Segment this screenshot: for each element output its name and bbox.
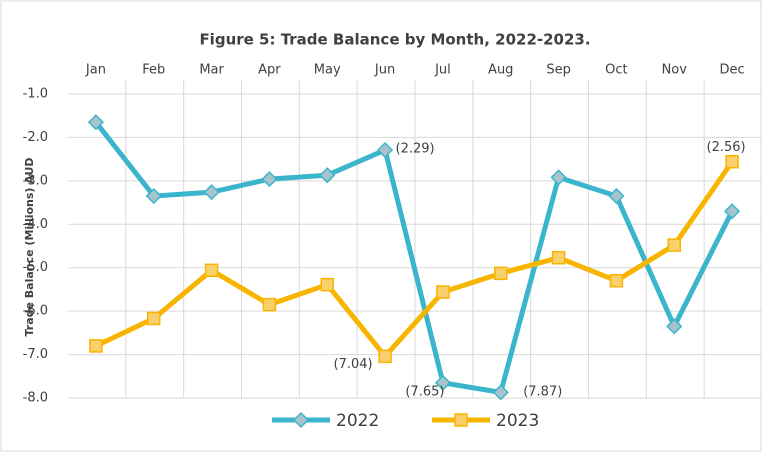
x-tick-label: Nov xyxy=(662,63,688,78)
legend-marker xyxy=(292,411,310,429)
marker xyxy=(609,273,624,288)
x-tick-label: Feb xyxy=(142,63,165,78)
legend-label: 2023 xyxy=(496,411,539,431)
marker xyxy=(262,297,277,312)
marker xyxy=(551,250,566,265)
marker xyxy=(89,339,103,353)
marker xyxy=(261,171,278,188)
marker xyxy=(377,141,394,159)
y-tick-label: -2.0 xyxy=(23,130,48,145)
y-tick-label: -4.0 xyxy=(23,217,48,232)
x-tick-label: Aug xyxy=(488,63,513,78)
marker xyxy=(204,263,219,278)
x-tick-label: May xyxy=(314,63,341,78)
y-tick-label: -8.0 xyxy=(23,391,48,406)
line xyxy=(93,120,735,396)
marker xyxy=(724,203,741,220)
marker xyxy=(87,114,104,131)
value-label: (7.87) xyxy=(523,385,562,400)
marker xyxy=(725,154,739,169)
x-tick-label: Jun xyxy=(374,63,395,78)
y-tick-label: -7.0 xyxy=(23,347,48,362)
y-axis-label: Trade Balance (Millions) AUD xyxy=(23,157,36,336)
x-tick-label: Dec xyxy=(720,63,745,78)
marker xyxy=(667,238,681,252)
y-tick-label: -1.0 xyxy=(23,87,48,102)
marker xyxy=(608,187,625,205)
x-tick-label: Jul xyxy=(434,63,451,78)
marker xyxy=(550,169,567,186)
x-tick-label: Apr xyxy=(258,63,281,78)
x-tick-label: Oct xyxy=(605,63,627,78)
x-tick-label: Mar xyxy=(199,63,224,78)
x-tick-label: Sep xyxy=(546,63,571,78)
value-label: (7.04) xyxy=(334,357,373,372)
y-tick-label: -5.0 xyxy=(23,260,48,275)
y-tick-label: -6.0 xyxy=(23,304,48,319)
marker xyxy=(436,285,450,299)
marker xyxy=(147,311,161,326)
y-tick-label: -3.0 xyxy=(23,173,48,188)
value-label: (7.65) xyxy=(405,385,444,400)
marker xyxy=(494,266,508,281)
marker xyxy=(378,349,392,364)
legend-marker xyxy=(454,413,468,427)
marker xyxy=(320,277,334,292)
marker xyxy=(203,184,220,201)
marker xyxy=(666,318,683,335)
marker xyxy=(434,374,451,391)
marker xyxy=(145,187,162,205)
marker xyxy=(492,384,509,401)
line xyxy=(94,160,735,361)
legend-label: 2022 xyxy=(336,411,379,431)
marker xyxy=(319,167,336,184)
value-label: (2.56) xyxy=(707,140,746,155)
value-label: (2.29) xyxy=(396,142,435,157)
x-tick-label: Jan xyxy=(85,63,106,78)
chart-title: Figure 5: Trade Balance by Month, 2022-2… xyxy=(199,31,590,49)
